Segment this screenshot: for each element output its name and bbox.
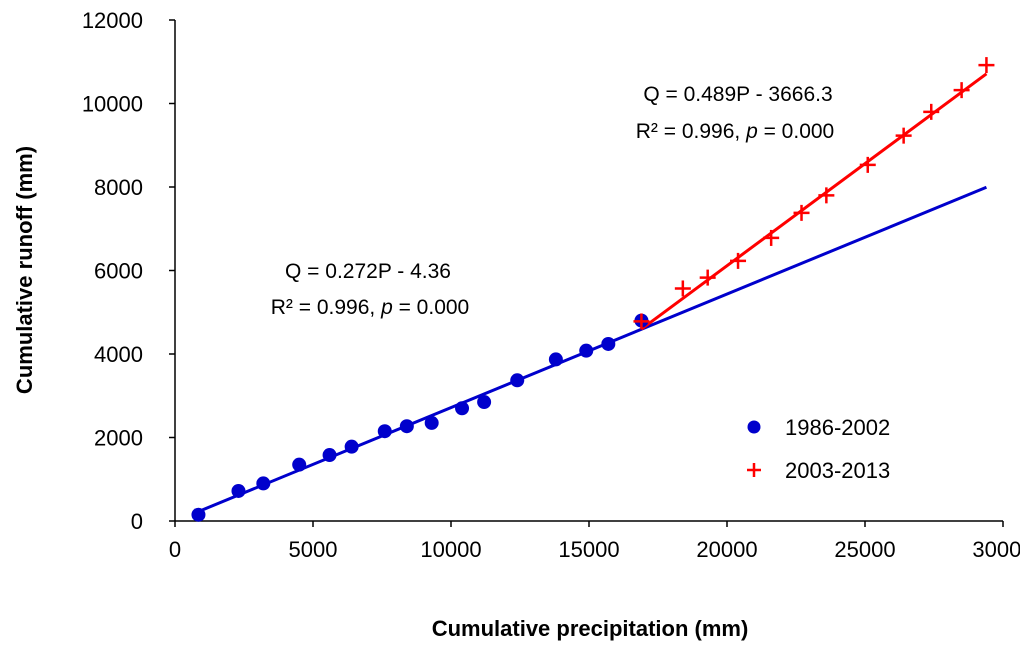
annotation-2003-2013-equation: Q = 0.489P - 3666.3: [643, 83, 832, 106]
x-tick-label: 5000: [289, 537, 338, 562]
annotation-1986-2002-p-symbol: p: [380, 296, 393, 319]
legend-marker-1986-2002: [747, 420, 761, 434]
point-1986-2002: [424, 415, 439, 430]
point-1986-2002: [231, 483, 246, 498]
annotation-2003-2013-r2: R² = 0.996,: [636, 120, 746, 143]
legend: 1986-2002 2003-2013: [747, 415, 890, 483]
fit-line-2003-2013: [640, 72, 988, 331]
legend-marker-2003-2013: [747, 463, 761, 477]
point-2003-2013: [978, 57, 995, 74]
legend-label-1986-2002: 1986-2002: [785, 415, 890, 440]
y-tick-label: 8000: [94, 175, 143, 200]
point-1986-2002: [292, 457, 307, 472]
data-points: [191, 57, 995, 522]
point-2003-2013: [859, 156, 876, 173]
point-1986-2002: [548, 352, 563, 367]
point-1986-2002: [579, 343, 594, 358]
legend-label-2003-2013: 2003-2013: [785, 458, 890, 483]
annotation-2003-2013-stats: R² = 0.996, p = 0.000: [636, 120, 834, 143]
point-2003-2013: [633, 313, 650, 330]
point-2003-2013: [923, 103, 940, 120]
x-tick-label: 15000: [558, 537, 619, 562]
x-tick-label: 25000: [834, 537, 895, 562]
y-tick-label: 2000: [94, 426, 143, 451]
fit-lines: [196, 72, 988, 514]
y-tick-label: 0: [131, 509, 143, 534]
point-2003-2013: [793, 204, 810, 221]
annotation-2003-2013-p-value: = 0.000: [758, 120, 834, 143]
x-tick-label: 10000: [420, 537, 481, 562]
point-1986-2002: [510, 373, 525, 388]
point-1986-2002: [322, 448, 337, 463]
point-1986-2002: [256, 476, 271, 491]
point-1986-2002: [377, 424, 392, 439]
x-tick-label: 0: [169, 537, 181, 562]
annotation-1986-2002-r2: R² = 0.996,: [271, 296, 381, 319]
point-2003-2013: [818, 187, 835, 204]
point-2003-2013: [674, 280, 691, 297]
point-2003-2013: [895, 127, 912, 144]
point-1986-2002: [477, 395, 492, 410]
y-tick-label: 10000: [82, 92, 143, 117]
point-1986-2002: [601, 336, 616, 351]
annotation-1986-2002-p-value: = 0.000: [393, 296, 469, 319]
point-1986-2002: [455, 401, 470, 416]
point-2003-2013: [763, 229, 780, 246]
y-axis-title: Cumulative runoff (mm): [12, 146, 37, 394]
point-1986-2002: [344, 439, 359, 454]
annotation-1986-2002-equation: Q = 0.272P - 4.36: [285, 260, 451, 283]
y-tick-label: 12000: [82, 8, 143, 33]
x-tick-label: 20000: [696, 537, 757, 562]
point-2003-2013: [953, 82, 970, 99]
annotation-1986-2002-stats: R² = 0.996, p = 0.000: [271, 296, 469, 319]
point-2003-2013: [699, 269, 716, 286]
point-1986-2002: [399, 419, 414, 434]
x-axis-title: Cumulative precipitation (mm): [432, 616, 749, 641]
y-tick-label: 6000: [94, 259, 143, 284]
annotation-2003-2013-p-symbol: p: [745, 120, 758, 143]
y-tick-label: 4000: [94, 342, 143, 367]
point-2003-2013: [730, 252, 747, 269]
point-1986-2002: [191, 507, 206, 522]
